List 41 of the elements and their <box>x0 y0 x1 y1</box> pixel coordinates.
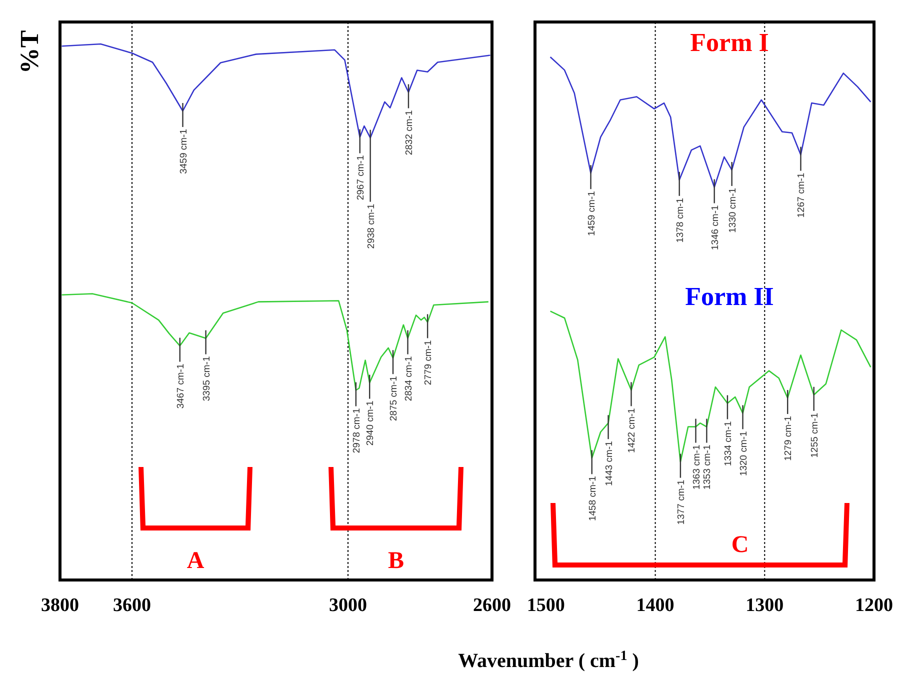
x-tick-label: 1300 <box>746 595 784 616</box>
annotation: 3459 cm-1 <box>178 129 190 174</box>
annotation: 1458 cm-1 <box>587 476 598 522</box>
annotation: 1422 cm-1 <box>626 408 638 454</box>
annotation: 2967 cm-1 <box>355 155 366 200</box>
series-label: Form II <box>685 282 774 312</box>
annotation: 1330 cm-1 <box>727 188 738 233</box>
annotation: 1346 cm-1 <box>710 205 721 250</box>
x-tick-label: 3000 <box>329 595 367 616</box>
annotation: 1320 cm-1 <box>738 431 750 476</box>
annotation: 1378 cm-1 <box>674 198 686 243</box>
annotation: 1353 cm-1 <box>702 444 714 490</box>
annotation: 2940 cm-1 <box>365 400 376 446</box>
annotation: 3395 cm-1 <box>201 356 212 402</box>
annotation: 1255 cm-1 <box>809 412 820 458</box>
x-tick-label: 1400 <box>636 595 674 616</box>
x-tick-label: 3600 <box>113 595 151 616</box>
y-axis-title: %T <box>15 30 44 74</box>
x-axis-title: Wavenumber ( cm$^{-1}$ ) <box>458 648 639 672</box>
x-tick-label: 1500 <box>526 595 565 616</box>
annotation: C <box>731 532 749 558</box>
annotation: A <box>186 548 205 574</box>
series-label: Form I <box>690 28 769 57</box>
annotation: 2834 cm-1 <box>403 356 414 402</box>
annotation: 1443 cm-1 <box>604 441 615 486</box>
annotation: 1279 cm-1 <box>783 416 794 461</box>
annotation: 2832 cm-1 <box>404 110 415 156</box>
x-tick-label: 3800 <box>41 595 79 616</box>
annotation: 1363 cm-1 <box>691 444 702 490</box>
annotation: 2978 cm-1 <box>351 408 362 454</box>
annotation: 2779 cm-1 <box>423 340 434 386</box>
annotation: 3467 cm-1 <box>175 364 186 409</box>
annotation: 1459 cm-1 <box>586 191 598 236</box>
x-tick-label: 1200 <box>855 595 893 616</box>
annotation: 1334 cm-1 <box>722 421 734 466</box>
annotation: 1377 cm-1 <box>676 480 687 525</box>
annotation: 2938 cm-1 <box>366 204 377 249</box>
annotation: 2875 cm-1 <box>388 376 400 421</box>
annotation: B <box>388 548 404 574</box>
x-tick-label: 2600 <box>473 595 511 616</box>
annotation: 1267 cm-1 <box>796 172 808 218</box>
